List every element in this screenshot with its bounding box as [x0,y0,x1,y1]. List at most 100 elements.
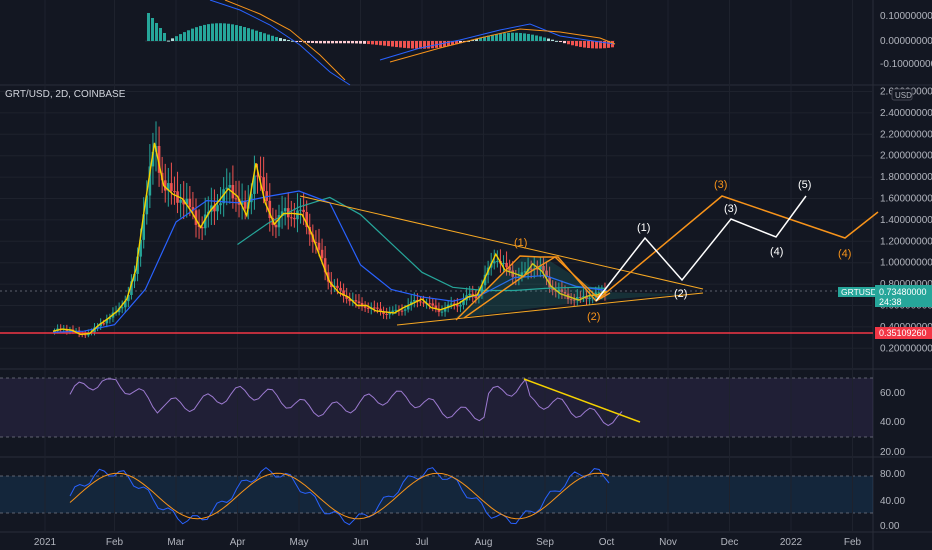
candle-body [496,261,499,263]
candle-body [102,323,106,325]
candle-body [277,215,281,228]
candle-body [483,274,487,286]
macd-histogram-bar [383,41,386,46]
wave-label-white-3: (3) [724,203,737,215]
candle-body [142,214,146,240]
macd-histogram-bar [351,41,354,44]
macd-histogram-bar [531,34,534,41]
macd-histogram-bar [419,41,422,49]
macd-histogram-bar [551,39,554,41]
currency-label: USD [895,91,912,100]
time-axis[interactable]: 2021 Feb Mar Apr May Jun Jul Aug Sep Oct Nov Dec 202… [34,537,862,548]
candle-body [314,242,318,244]
stoch-d-line [69,472,610,520]
rsi-line [69,378,623,427]
macd-histogram-bar [391,41,394,47]
candle-body [585,296,588,299]
price-tick-label: 0.80000000 [880,279,932,290]
candle-body [456,304,459,307]
candle-body [551,287,554,291]
price-tick-label: 1.00000000 [880,258,932,269]
macd-histogram-bar [155,23,158,41]
candle-body [363,306,367,308]
candle-body [336,285,339,288]
candle-body [130,281,133,296]
ma-teal-line [237,196,607,292]
macd-histogram-bar [375,41,378,45]
signal-line [224,0,346,81]
macd-histogram-bar [607,41,610,48]
macd-histogram-bar [567,41,570,45]
price-tick-label: 0.20000000 [880,343,932,354]
candle-body [280,211,284,216]
rsi-band [0,378,873,437]
candle-body [428,303,431,305]
macd-histogram-bar [319,41,322,44]
candle-body [127,295,130,302]
candle-body [222,189,225,204]
candle-body [228,184,232,188]
macd-histogram-bar [583,41,586,48]
time-tick-label: Feb [106,537,124,548]
rsi-divergence-line [523,378,641,423]
candle-body [360,302,364,307]
macd-histogram-bar [407,41,410,49]
macd-histogram-bar [299,41,302,42]
time-tick-label: 2022 [780,537,803,548]
candle-body [123,301,127,308]
candle-body [536,268,539,270]
stoch-tick-label: 40.00 [880,496,905,507]
macd-histogram-bar [171,38,174,41]
macd-histogram-bar [291,40,294,42]
macd-histogram-bar [495,34,498,41]
currency-badge[interactable] [891,88,913,101]
candle-body [382,311,385,314]
macd-histogram-bar [287,39,290,41]
macd-histogram-bar [447,41,450,46]
macd-histogram-bar [359,41,362,44]
oscillators [69,378,641,526]
macd-histogram-bar [467,40,470,42]
candle-body [200,226,204,229]
time-tick-label: May [290,537,309,548]
macd-histogram-bar [235,25,238,41]
candle-body [529,268,533,270]
candle-body [216,205,219,212]
macd-histogram-bar [507,32,510,41]
time-tick-label: Jun [352,537,368,548]
candle-body [348,298,352,302]
candle-body [575,297,579,301]
macd-histogram-bar [499,33,502,41]
candle-body [250,193,253,203]
macd-histogram-bar [455,41,458,45]
macd-histogram-bar [151,18,154,41]
candle-body [505,262,508,268]
macd-line-right [379,23,616,61]
candle-body [443,308,447,312]
support-price-tag [875,327,932,339]
macd-histogram-bar [371,41,374,45]
macd-histogram-bar [355,41,358,44]
candle-body [520,272,524,277]
macd-histogram-bar [587,41,590,49]
candle-body [508,267,511,271]
macd-tick-label: 0.10000000 [880,11,932,22]
support-price: 0.35109260 [879,328,927,338]
candle-body [431,303,435,306]
candle-body [437,308,441,312]
candle-body [240,200,244,205]
candle-body [188,198,192,208]
candle-body [299,209,302,211]
macd-histogram-bar [223,23,226,41]
macd-histogram-bar [267,34,270,41]
macd-histogram-bar [571,41,574,46]
overlays [0,142,879,336]
macd-histogram-bar [559,41,562,43]
macd-histogram-bar [491,34,494,41]
candle-body [563,291,567,294]
candle-body [167,183,170,191]
macd-histogram-bar [211,23,214,41]
triangle-upper-line [299,195,704,290]
candle-body [557,289,561,292]
